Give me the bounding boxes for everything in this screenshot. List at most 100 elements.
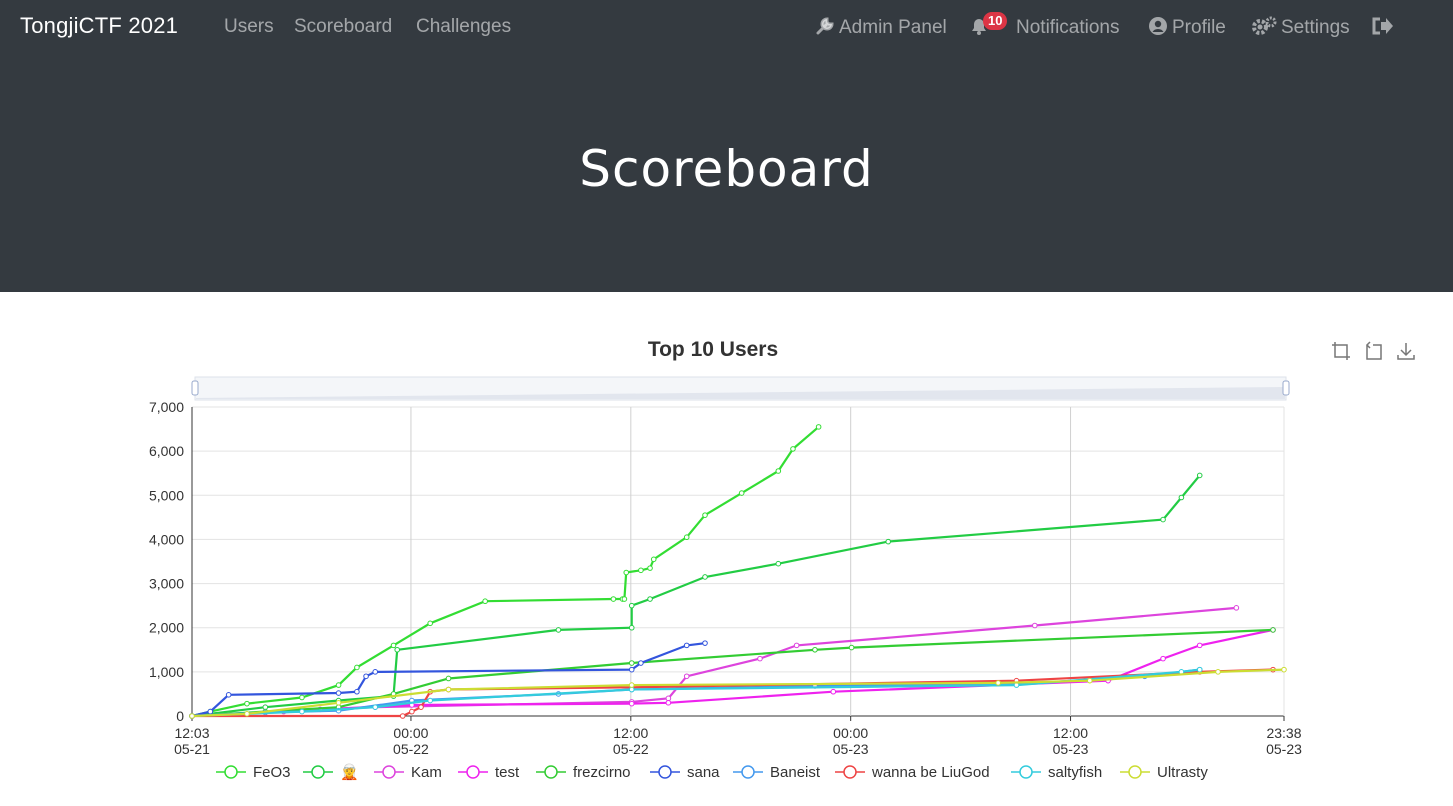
data-point[interactable]	[335, 704, 342, 710]
nav-notifications[interactable]: Notifications	[968, 16, 1120, 42]
data-point[interactable]	[262, 709, 269, 716]
data-point[interactable]	[683, 534, 690, 541]
data-point[interactable]	[427, 620, 433, 627]
data-point[interactable]	[628, 602, 635, 609]
legend-item[interactable]: test	[458, 764, 520, 781]
legend-item[interactable]: FeO3	[216, 764, 291, 781]
data-point[interactable]	[189, 713, 195, 719]
legend-item[interactable]: Kam	[374, 764, 442, 781]
data-point[interactable]	[647, 565, 653, 571]
zoom-select-icon[interactable]	[1330, 340, 1352, 362]
data-point[interactable]	[848, 644, 855, 651]
brand-link[interactable]: TongjiCTF 2021	[20, 13, 179, 38]
data-point[interactable]	[280, 708, 287, 715]
data-point[interactable]	[390, 693, 397, 699]
data-point[interactable]	[1233, 605, 1240, 611]
nav-scoreboard[interactable]: Scoreboard	[294, 16, 393, 37]
data-point[interactable]	[372, 704, 379, 710]
data-point[interactable]	[299, 708, 305, 715]
data-point[interactable]	[409, 702, 415, 708]
data-point[interactable]	[702, 640, 708, 646]
data-point[interactable]	[1270, 666, 1276, 673]
data-point[interactable]	[1178, 669, 1185, 675]
data-point[interactable]	[354, 664, 360, 671]
data-point[interactable]	[683, 673, 690, 680]
data-point[interactable]	[1270, 627, 1276, 633]
data-point[interactable]	[394, 646, 401, 653]
data-point[interactable]	[189, 713, 195, 719]
data-point[interactable]	[317, 706, 324, 713]
data-point[interactable]	[683, 642, 690, 649]
data-point[interactable]	[647, 596, 653, 602]
data-point[interactable]	[372, 704, 379, 710]
data-point[interactable]	[354, 688, 360, 695]
data-point[interactable]	[628, 684, 635, 691]
data-point[interactable]	[665, 699, 672, 706]
legend-item[interactable]: saltyfish	[1011, 764, 1102, 781]
data-point[interactable]	[1086, 677, 1093, 684]
data-point[interactable]	[702, 574, 708, 580]
data-point[interactable]	[738, 490, 745, 496]
data-point[interactable]	[1196, 666, 1203, 673]
data-point[interactable]	[189, 713, 195, 719]
data-point[interactable]	[775, 468, 782, 474]
data-point[interactable]	[1196, 472, 1203, 479]
data-point[interactable]	[207, 708, 214, 715]
data-point[interactable]	[995, 680, 1001, 686]
data-point[interactable]	[409, 708, 415, 715]
data-point[interactable]	[335, 690, 342, 696]
data-point[interactable]	[189, 713, 195, 719]
data-point[interactable]	[427, 688, 433, 695]
data-point[interactable]	[1196, 642, 1203, 649]
legend-item[interactable]: Ultrasty	[1120, 764, 1208, 781]
data-point[interactable]	[665, 695, 672, 702]
data-point[interactable]	[790, 446, 796, 452]
data-point[interactable]	[363, 673, 369, 680]
data-point[interactable]	[445, 686, 452, 693]
data-point[interactable]	[628, 624, 635, 631]
data-zoom-handle-right[interactable]	[1282, 380, 1290, 396]
data-point[interactable]	[1105, 677, 1111, 684]
data-point[interactable]	[445, 675, 452, 682]
data-point[interactable]	[1270, 627, 1276, 633]
data-point[interactable]	[244, 710, 250, 717]
data-point[interactable]	[189, 713, 195, 719]
data-point[interactable]	[372, 669, 379, 675]
data-point[interactable]	[793, 642, 800, 649]
data-point[interactable]	[628, 666, 635, 673]
data-point[interactable]	[189, 713, 195, 719]
data-point[interactable]	[482, 598, 488, 605]
data-point[interactable]	[399, 713, 406, 719]
legend-item[interactable]: frezcirno	[536, 764, 631, 781]
data-point[interactable]	[1013, 682, 1020, 688]
data-point[interactable]	[628, 686, 635, 693]
nav-admin-panel[interactable]: Admin Panel	[815, 16, 947, 42]
data-point[interactable]	[390, 691, 397, 697]
data-point[interactable]	[555, 627, 562, 633]
data-point[interactable]	[650, 556, 657, 563]
data-point[interactable]	[619, 596, 626, 602]
data-point[interactable]	[628, 660, 635, 666]
data-point[interactable]	[409, 697, 415, 704]
data-point[interactable]	[830, 688, 837, 695]
data-point[interactable]	[262, 708, 269, 715]
data-point[interactable]	[638, 660, 644, 666]
data-point[interactable]	[189, 713, 195, 719]
data-point[interactable]	[775, 560, 782, 567]
data-zoom-slider[interactable]	[191, 376, 1290, 401]
legend-item[interactable]: 🧝	[303, 763, 359, 781]
data-point[interactable]	[225, 692, 232, 698]
legend-item[interactable]: wanna be LiuGod	[835, 764, 990, 781]
data-point[interactable]	[1178, 494, 1185, 501]
data-point[interactable]	[418, 704, 424, 710]
data-point[interactable]	[299, 694, 305, 701]
legend-item[interactable]: Baneist	[733, 764, 821, 781]
data-point[interactable]	[555, 691, 562, 697]
data-point[interactable]	[189, 713, 195, 719]
nav-challenges[interactable]: Challenges	[416, 16, 512, 37]
data-zoom-handle-left[interactable]	[191, 380, 199, 396]
data-point[interactable]	[244, 700, 250, 707]
nav-profile[interactable]: Profile	[1148, 16, 1226, 42]
data-point[interactable]	[189, 713, 195, 719]
data-point[interactable]	[335, 697, 342, 704]
